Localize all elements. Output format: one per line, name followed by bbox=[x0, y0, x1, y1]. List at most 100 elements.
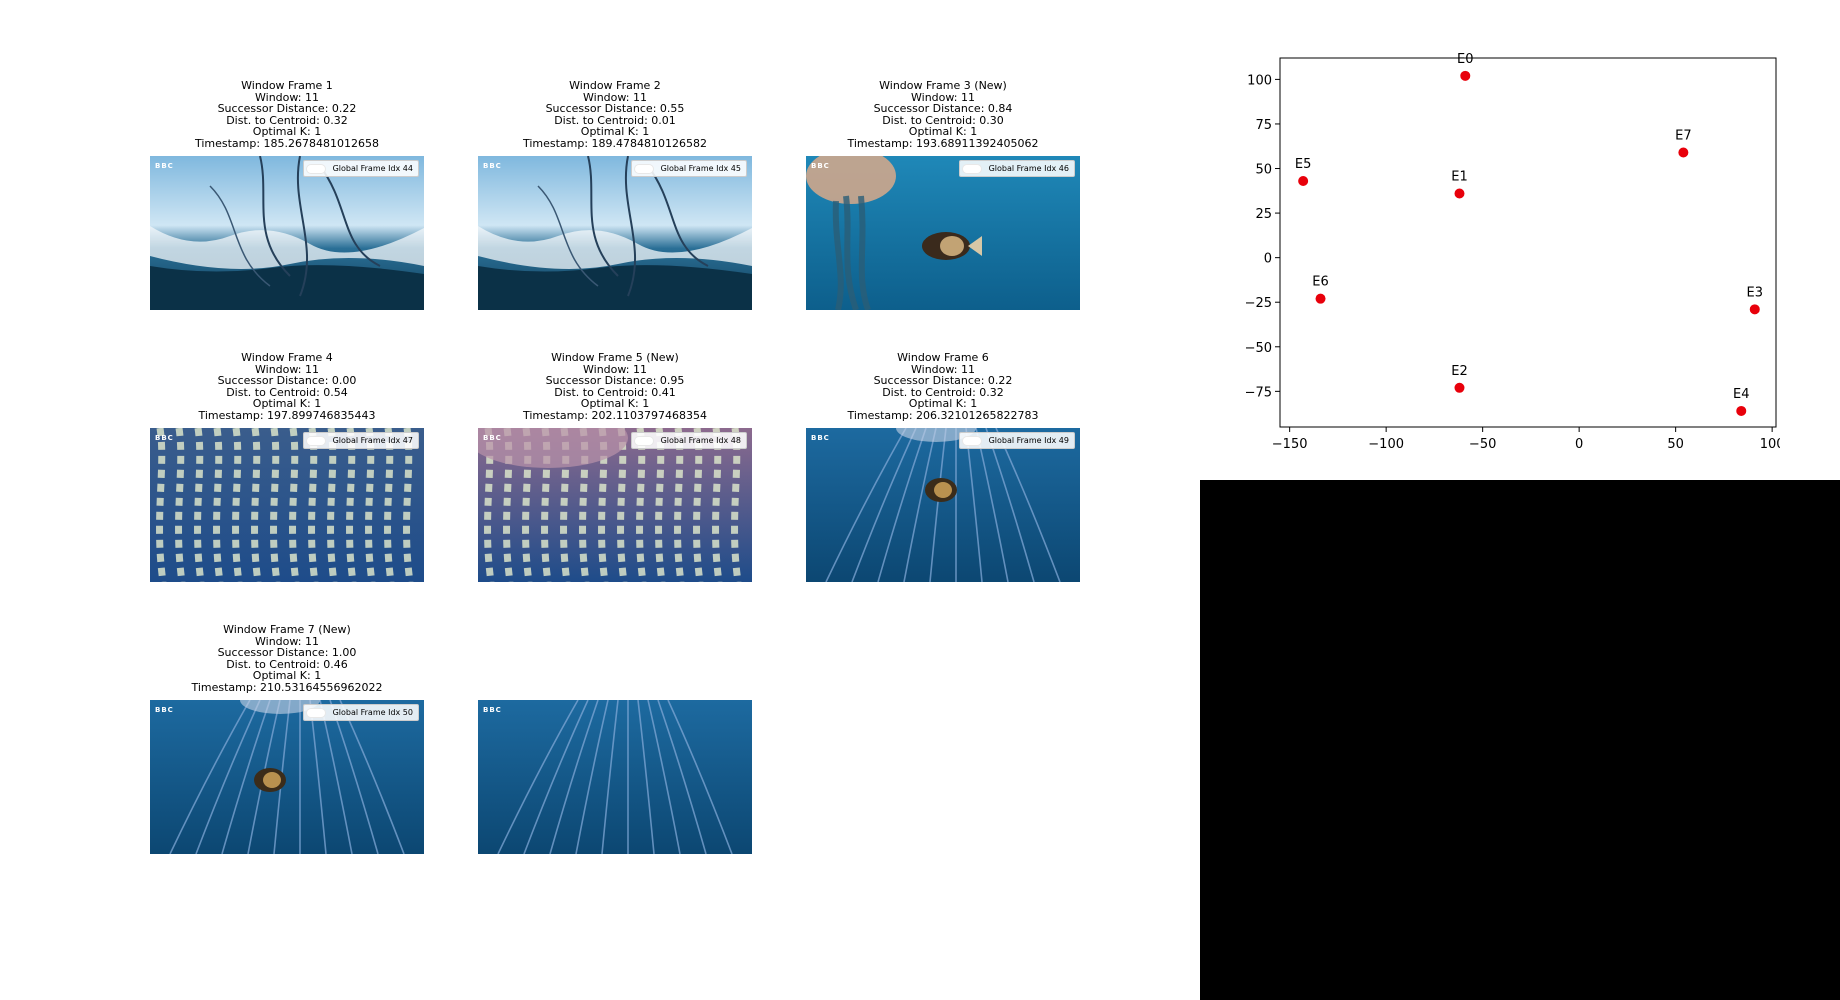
frame-window: Window: 11 bbox=[255, 90, 319, 104]
frame-caption: Window Frame 5 (New) Window: 11 Successor … bbox=[438, 352, 792, 422]
point-label: E0 bbox=[1457, 52, 1474, 67]
frame-legend: Global Frame Idx 48 bbox=[630, 432, 747, 449]
legend-swatch-icon bbox=[634, 436, 653, 445]
point-label: E2 bbox=[1451, 364, 1468, 379]
frame-title: Window Frame 7 (New) bbox=[223, 623, 351, 636]
broadcaster-logo: BBC bbox=[483, 434, 502, 442]
point-label: E5 bbox=[1295, 157, 1312, 172]
frame-thumbnail: BBC bbox=[478, 700, 752, 854]
frame-timestamp: Timestamp: 189.4784810126582 bbox=[522, 136, 708, 150]
broadcaster-logo: BBC bbox=[483, 162, 502, 170]
legend-label: Global Frame Idx 48 bbox=[660, 436, 741, 445]
frame-title: Window Frame 1 bbox=[241, 79, 333, 92]
embedding-scatter-plot: −150 −100 −50 0 50 100 −75 −50 −25 0 25 50 75 100 E0 E1… bbox=[1245, 52, 1780, 452]
legend-swatch-icon bbox=[962, 164, 981, 173]
frame-thumbnail: BBC Global Frame Idx 46 bbox=[806, 156, 1080, 310]
broadcaster-logo: BBC bbox=[155, 706, 174, 714]
frame-optimal-k: Optimal K: 1 bbox=[252, 125, 322, 139]
empty-black-axes bbox=[1200, 480, 1840, 1000]
frame-successor-distance: Successor Distance: 0.55 bbox=[545, 102, 685, 116]
y-tick-label: 25 bbox=[1255, 207, 1272, 222]
broadcaster-logo: BBC bbox=[483, 706, 502, 714]
x-tick-label: −150 bbox=[1272, 437, 1308, 452]
frame-caption: Window Frame 3 (New) Window: 11 Successor … bbox=[766, 80, 1120, 150]
y-tick-label: −50 bbox=[1245, 341, 1272, 356]
broadcaster-logo: BBC bbox=[155, 162, 174, 170]
broadcaster-logo: BBC bbox=[811, 162, 830, 170]
legend-label: Global Frame Idx 49 bbox=[988, 436, 1069, 445]
broadcaster-logo: BBC bbox=[811, 434, 830, 442]
frame-successor-distance: Successor Distance: 1.00 bbox=[217, 646, 357, 660]
frame-timestamp: Timestamp: 210.53164556962022 bbox=[191, 680, 383, 694]
frame-window: Window: 11 bbox=[583, 90, 647, 104]
frame-window: Window: 11 bbox=[255, 634, 319, 648]
frame-title: Window Frame 3 (New) bbox=[879, 79, 1007, 92]
frame-optimal-k: Optimal K: 1 bbox=[908, 397, 978, 411]
y-tick-label: −75 bbox=[1245, 385, 1272, 400]
frame-optimal-k: Optimal K: 1 bbox=[252, 397, 322, 411]
legend-label: Global Frame Idx 44 bbox=[332, 164, 413, 173]
point-label: E3 bbox=[1747, 285, 1764, 300]
frame-centroid-distance: Dist. to Centroid: 0.30 bbox=[882, 113, 1004, 127]
legend-swatch-icon bbox=[306, 708, 325, 717]
x-tick-label: 0 bbox=[1575, 437, 1583, 452]
legend-swatch-icon bbox=[634, 164, 653, 173]
legend-swatch-icon bbox=[306, 436, 325, 445]
frame-optimal-k: Optimal K: 1 bbox=[580, 125, 650, 139]
plot-frame bbox=[1279, 57, 1777, 428]
frame-legend: Global Frame Idx 45 bbox=[630, 160, 747, 177]
frame-successor-distance: Successor Distance: 0.95 bbox=[545, 374, 685, 388]
frame-successor-distance: Successor Distance: 0.84 bbox=[873, 102, 1013, 116]
frame-successor-distance: Successor Distance: 0.00 bbox=[217, 374, 357, 388]
frame-optimal-k: Optimal K: 1 bbox=[252, 669, 322, 683]
frame-caption: Window Frame 7 (New) Window: 11 Successor … bbox=[110, 624, 464, 694]
frame-thumbnail: BBC Global Frame Idx 50 bbox=[150, 700, 424, 854]
frame-window: Window: 11 bbox=[583, 362, 647, 376]
x-tick-label: −50 bbox=[1469, 437, 1496, 452]
y-tick-label: −25 bbox=[1245, 296, 1272, 311]
legend-swatch-icon bbox=[962, 436, 981, 445]
frame-timestamp: Timestamp: 185.2678481012658 bbox=[194, 136, 380, 150]
y-tick-label: 100 bbox=[1247, 73, 1272, 88]
x-tick-label: 50 bbox=[1667, 437, 1684, 452]
point-label: E7 bbox=[1675, 128, 1692, 143]
legend-label: Global Frame Idx 45 bbox=[660, 164, 741, 173]
frame-thumbnail: BBC Global Frame Idx 49 bbox=[806, 428, 1080, 582]
frame-caption: Window Frame 1 Window: 11 Successor Distan… bbox=[110, 80, 464, 150]
frame-centroid-distance: Dist. to Centroid: 0.54 bbox=[226, 385, 348, 399]
legend-label: Global Frame Idx 47 bbox=[332, 436, 413, 445]
scatter-point bbox=[1454, 382, 1465, 393]
frame-optimal-k: Optimal K: 1 bbox=[580, 397, 650, 411]
x-tick-label: 100 bbox=[1760, 437, 1780, 452]
frame-thumbnail: BBC Global Frame Idx 44 bbox=[150, 156, 424, 310]
frame-title: Window Frame 2 bbox=[569, 79, 661, 92]
frame-window: Window: 11 bbox=[911, 362, 975, 376]
legend-label: Global Frame Idx 46 bbox=[988, 164, 1069, 173]
frame-timestamp: Timestamp: 202.1103797468354 bbox=[522, 408, 708, 422]
scatter-point bbox=[1736, 405, 1747, 416]
frame-caption: Window Frame 4 Window: 11 Successor Distan… bbox=[110, 352, 464, 422]
scatter-point bbox=[1298, 176, 1309, 186]
frame-timestamp: Timestamp: 206.32101265822783 bbox=[847, 408, 1039, 422]
broadcaster-logo: BBC bbox=[155, 434, 174, 442]
legend-swatch-icon bbox=[306, 164, 325, 173]
frame-centroid-distance: Dist. to Centroid: 0.32 bbox=[226, 113, 348, 127]
frame-thumbnail: BBC Global Frame Idx 45 bbox=[478, 156, 752, 310]
frame-timestamp: Timestamp: 197.899746835443 bbox=[198, 408, 376, 422]
scatter-point bbox=[1315, 293, 1326, 304]
frame-legend: Global Frame Idx 47 bbox=[302, 432, 419, 449]
frame-centroid-distance: Dist. to Centroid: 0.32 bbox=[882, 385, 1004, 399]
frame-caption: Window Frame 6 Window: 11 Successor Distan… bbox=[766, 352, 1120, 422]
frame-title: Window Frame 4 bbox=[241, 351, 333, 364]
frame-thumbnail: BBC Global Frame Idx 47 bbox=[150, 428, 424, 582]
frame-title: Window Frame 5 (New) bbox=[551, 351, 679, 364]
frame-timestamp: Timestamp: 193.68911392405062 bbox=[847, 136, 1039, 150]
scatter-point bbox=[1749, 304, 1760, 315]
frame-centroid-distance: Dist. to Centroid: 0.41 bbox=[554, 385, 676, 399]
scatter-point bbox=[1678, 147, 1689, 158]
y-tick-label: 50 bbox=[1255, 163, 1272, 178]
frame-centroid-distance: Dist. to Centroid: 0.46 bbox=[226, 657, 348, 671]
frame-centroid-distance: Dist. to Centroid: 0.01 bbox=[554, 113, 676, 127]
x-tick-label: −100 bbox=[1368, 437, 1404, 452]
scatter-point bbox=[1460, 70, 1471, 81]
